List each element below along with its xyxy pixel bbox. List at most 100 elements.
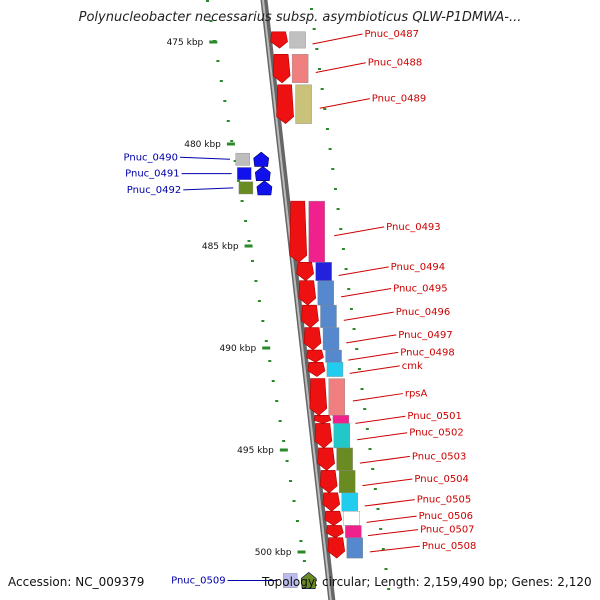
gene-pnuc_0494[interactable] <box>296 262 332 282</box>
gene-label-pnuc_0509[interactable]: Pnuc_0509 <box>171 576 278 587</box>
gene-rpsa[interactable] <box>309 378 345 416</box>
gene-name: Pnuc_0508 <box>422 541 476 552</box>
gene-label-pnuc_0493[interactable]: Pnuc_0493 <box>334 222 441 237</box>
gene-band <box>235 152 250 166</box>
gene-band <box>332 415 350 424</box>
leader-line <box>312 33 363 45</box>
gene-arrow <box>314 423 333 449</box>
gene-label-pnuc_0502[interactable]: Pnuc_0502 <box>357 428 464 441</box>
gene-band <box>237 167 252 180</box>
gene-name: Pnuc_0493 <box>386 222 440 233</box>
gene-label-pnuc_0491[interactable]: Pnuc_0491 <box>125 169 232 180</box>
guide-dot <box>216 60 220 62</box>
gene-name: Pnuc_0497 <box>398 330 452 341</box>
gene-pnuc_0507[interactable] <box>326 525 362 539</box>
gene-pnuc_0506[interactable] <box>324 510 360 526</box>
guide-dot <box>237 180 241 182</box>
guide-dot <box>381 548 385 550</box>
guide-dot <box>261 320 265 322</box>
guide-dot <box>336 208 340 210</box>
gene-cmk[interactable] <box>307 361 344 377</box>
gene-label-pnuc_0506[interactable]: Pnuc_0506 <box>366 511 473 523</box>
gene-arrow <box>313 415 332 424</box>
gene-arrow <box>256 180 273 196</box>
guide-dot <box>352 328 356 330</box>
gene-pnuc_0491[interactable] <box>237 166 271 182</box>
gene-pnuc_0487[interactable] <box>270 31 306 49</box>
guide-dot <box>233 160 237 162</box>
gene-arrow <box>300 572 317 590</box>
guide-dot <box>347 288 351 290</box>
gene-name: Pnuc_0503 <box>412 451 466 462</box>
gene-pnuc_0504[interactable] <box>319 470 356 494</box>
gene-label-pnuc_0498[interactable]: Pnuc_0498 <box>348 347 455 361</box>
guide-dot <box>323 108 327 110</box>
gene-band <box>308 200 325 263</box>
backbone-highlight <box>261 0 332 600</box>
gene-label-pnuc_0489[interactable]: Pnuc_0489 <box>319 94 426 109</box>
guide-dot <box>344 268 348 270</box>
gene-pnuc_0502[interactable] <box>314 423 351 449</box>
guide-dot <box>349 308 353 310</box>
gene-name: Pnuc_0501 <box>407 411 461 422</box>
gene-label-pnuc_0496[interactable]: Pnuc_0496 <box>343 307 450 321</box>
gene-label-pnuc_0507[interactable]: Pnuc_0507 <box>368 525 475 537</box>
gene-band <box>322 327 340 351</box>
gene-pnuc_0508[interactable] <box>327 537 363 559</box>
gene-pnuc_0488[interactable] <box>272 53 309 84</box>
gene-band <box>341 492 358 512</box>
gene-name: Pnuc_0504 <box>414 474 468 485</box>
gene-pnuc_0495[interactable] <box>298 280 334 306</box>
gene-label-pnuc_0495[interactable]: Pnuc_0495 <box>341 284 448 298</box>
gene-label-cmk[interactable]: cmk <box>349 361 423 374</box>
gene-arrow <box>298 280 317 306</box>
gene-label-pnuc_0487[interactable]: Pnuc_0487 <box>312 29 419 45</box>
leader-line <box>355 415 406 424</box>
gene-label-pnuc_0508[interactable]: Pnuc_0508 <box>369 541 476 553</box>
gene-label-pnuc_0504[interactable]: Pnuc_0504 <box>362 474 469 487</box>
gene-pnuc_0496[interactable] <box>301 304 337 328</box>
leader-line <box>179 156 231 160</box>
guide-dot <box>285 460 289 462</box>
gene-label-pnuc_0503[interactable]: Pnuc_0503 <box>359 451 466 464</box>
gene-pnuc_0490[interactable] <box>235 151 270 167</box>
gene-arrow <box>322 492 341 512</box>
gene-pnuc_0489[interactable] <box>276 84 312 124</box>
guide-dot <box>254 280 258 282</box>
gene-name: Pnuc_0491 <box>125 169 179 180</box>
gene-name: Pnuc_0495 <box>393 284 447 295</box>
gene-name: rpsA <box>405 389 428 400</box>
gene-pnuc_0497[interactable] <box>303 327 340 351</box>
gene-label-pnuc_0490[interactable]: Pnuc_0490 <box>124 152 231 163</box>
guide-dot <box>244 220 248 222</box>
gene-arrow <box>307 361 326 377</box>
leader-line <box>349 365 400 374</box>
gene-label-pnuc_0501[interactable]: Pnuc_0501 <box>355 411 462 424</box>
guide-dot <box>295 520 299 522</box>
gene-pnuc_0492[interactable] <box>238 180 273 196</box>
gene-arrow <box>301 304 319 328</box>
gene-label-pnuc_0505[interactable]: Pnuc_0505 <box>364 495 471 507</box>
gene-label-pnuc_0488[interactable]: Pnuc_0488 <box>315 58 422 74</box>
gene-label-pnuc_0494[interactable]: Pnuc_0494 <box>338 262 445 276</box>
label-layer: Pnuc_0487 Pnuc_0488 Pnuc_0489 Pnuc_0490 Pnuc… <box>124 29 477 587</box>
gene-pnuc_0493[interactable] <box>289 200 325 263</box>
gene-arrow <box>272 53 291 84</box>
gene-name: Pnuc_0494 <box>391 262 445 273</box>
gene-pnuc_0498[interactable] <box>306 349 342 363</box>
gene-band <box>320 304 337 328</box>
gene-pnuc_0501[interactable] <box>313 415 350 424</box>
gene-label-pnuc_0492[interactable]: Pnuc_0492 <box>127 185 234 196</box>
gene-pnuc_0503[interactable] <box>317 447 353 471</box>
gene-pnuc_0505[interactable] <box>322 492 358 512</box>
guide-dot <box>247 240 251 242</box>
gene-label-rpsa[interactable]: rpsA <box>352 389 428 402</box>
gene-label-pnuc_0497[interactable]: Pnuc_0497 <box>346 330 453 344</box>
leader-line <box>338 266 389 276</box>
guide-dot <box>317 68 321 70</box>
guide-dot <box>209 20 213 22</box>
guide-dot <box>223 100 227 102</box>
guide-dot <box>264 340 268 342</box>
gene-pnuc_0509[interactable] <box>282 572 317 590</box>
